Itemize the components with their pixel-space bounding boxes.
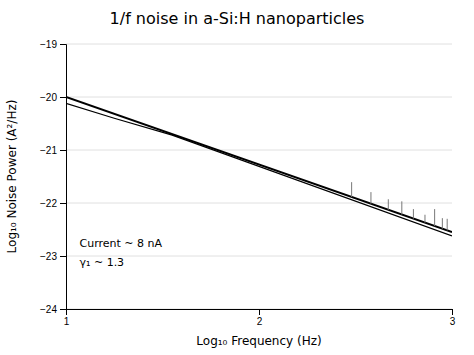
spike <box>351 182 352 197</box>
chart: 1 2 3 −24 −23 −22 −21 −20 −19 Current ~ 8 nA γ₁ ~ … <box>0 0 474 355</box>
tick: −23 <box>40 251 66 262</box>
tick-mark <box>259 309 260 315</box>
tick-mark <box>60 150 66 151</box>
tick-mark <box>60 44 66 45</box>
tick: 1 <box>64 309 70 327</box>
tick: −20 <box>40 92 66 103</box>
tick-label: 1 <box>64 316 70 327</box>
tick-label: −21 <box>40 145 57 156</box>
line <box>66 103 452 236</box>
spike <box>413 209 414 219</box>
y-axis-title: Log₁₀ Noise Power (A²/Hz) <box>5 100 19 254</box>
spike <box>424 215 425 223</box>
grid-line <box>66 44 452 45</box>
x-axis-title: Log₁₀ Frequency (Hz) <box>196 334 321 348</box>
spike <box>370 192 371 204</box>
tick: −22 <box>40 198 66 209</box>
tick: 2 <box>257 309 263 327</box>
tick-label: −19 <box>40 39 57 50</box>
spike <box>401 201 402 214</box>
spike <box>388 199 389 210</box>
tick-mark <box>60 256 66 257</box>
tick: −21 <box>40 145 66 156</box>
spike <box>434 209 435 226</box>
tick: −19 <box>40 39 66 50</box>
x-axis: 1 2 3 <box>64 309 456 327</box>
annotation: γ₁ ~ 1.3 <box>80 256 125 269</box>
title: 1/f noise in a-Si:H nanoparticles <box>110 9 365 28</box>
axis-line <box>67 310 453 316</box>
grid-line <box>66 203 452 204</box>
tick: −24 <box>40 304 66 315</box>
spike <box>442 218 443 229</box>
y-axis: −24 −23 −22 −21 −20 −19 <box>40 39 66 315</box>
tick-mark <box>60 97 66 98</box>
grid-line <box>66 97 452 98</box>
spikes <box>352 182 448 230</box>
grid-line <box>66 150 452 151</box>
grid <box>66 44 452 309</box>
tick-mark <box>452 309 453 315</box>
spike <box>447 219 448 231</box>
tick-mark <box>60 203 66 204</box>
tick-label: −20 <box>40 92 57 103</box>
line <box>66 97 452 232</box>
tick-label: 2 <box>257 316 263 327</box>
marks <box>66 97 452 236</box>
tick-label: −22 <box>40 198 57 209</box>
tick-label: −23 <box>40 251 57 262</box>
annotations: Current ~ 8 nA γ₁ ~ 1.3 <box>80 237 163 269</box>
axis-line <box>60 45 67 310</box>
tick-label: −24 <box>40 304 57 315</box>
tick-label: 3 <box>450 316 456 327</box>
annotation: Current ~ 8 nA <box>80 237 163 250</box>
tick-mark <box>60 309 66 310</box>
tick: 3 <box>450 309 456 327</box>
